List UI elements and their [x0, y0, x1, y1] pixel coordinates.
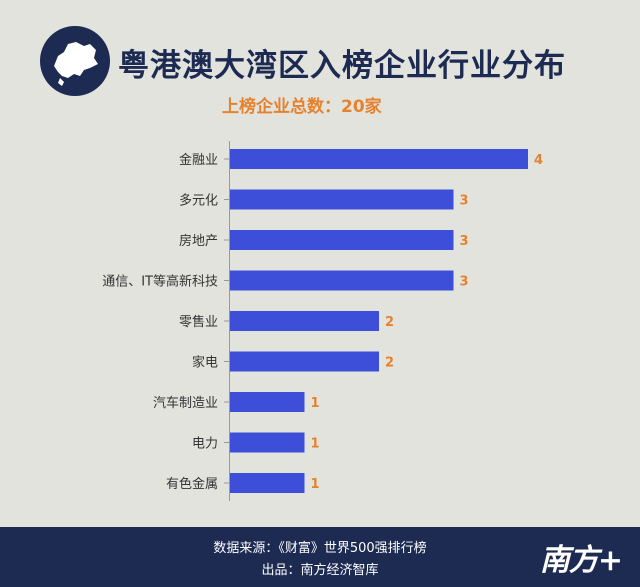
value-label: 1	[311, 396, 320, 411]
bar-chart: 金融业 4 多元化 3 房地产 3 通信、IT等高新科技 3 零售业 2 家电 2 汽车制造业 1 电力 1 有…	[102, 141, 543, 501]
value-label: 3	[460, 194, 469, 209]
category-label: 房地产	[179, 233, 218, 249]
bar	[230, 149, 528, 169]
bar	[230, 270, 454, 291]
value-label: 2	[385, 315, 394, 330]
category-label: 多元化	[179, 193, 218, 209]
category-label: 通信、IT等高新科技	[102, 274, 218, 290]
header: 粤港澳大湾区入榜企业行业分布 上榜企业总数：20家	[0, 0, 640, 125]
bar	[230, 432, 305, 453]
category-label: 零售业	[179, 314, 218, 330]
footer: 数据来源：《财富》世界500强排行榜 出品：南方经济智库 南方+	[0, 527, 640, 587]
chart-title: 粤港澳大湾区入榜企业行业分布	[118, 48, 566, 84]
value-label: 3	[460, 275, 469, 290]
producer-note: 出品：南方经济智库	[261, 563, 379, 578]
brand-logo: 南方+	[539, 543, 623, 578]
value-label: 1	[311, 437, 320, 452]
bar	[230, 189, 454, 210]
category-label: 电力	[192, 437, 218, 452]
category-label: 金融业	[179, 152, 218, 168]
category-label: 有色金属	[166, 476, 218, 492]
bar	[230, 351, 379, 372]
guangdong-map-icon	[40, 26, 110, 96]
value-label: 2	[385, 356, 394, 371]
bar	[230, 473, 305, 493]
source-note: 数据来源：《财富》世界500强排行榜	[213, 541, 427, 556]
chart-subtitle: 上榜企业总数：20家	[222, 97, 382, 117]
bar	[230, 392, 305, 412]
category-label: 汽车制造业	[153, 395, 218, 411]
value-label: 3	[460, 234, 469, 249]
value-label: 1	[311, 477, 320, 492]
value-label: 4	[534, 153, 543, 168]
bar	[230, 230, 454, 250]
bar	[230, 311, 379, 331]
category-label: 家电	[192, 355, 218, 371]
